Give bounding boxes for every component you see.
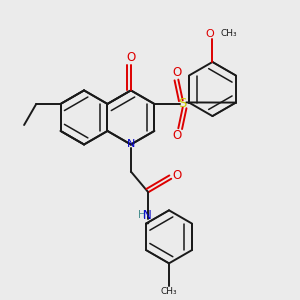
Text: O: O	[126, 51, 136, 64]
Text: H: H	[138, 210, 146, 220]
Text: O: O	[205, 29, 214, 39]
Text: N: N	[143, 208, 152, 221]
Text: O: O	[172, 169, 182, 182]
Text: N: N	[127, 140, 135, 149]
Text: CH₃: CH₃	[161, 287, 177, 296]
Text: O: O	[172, 66, 182, 79]
Text: CH₃: CH₃	[221, 29, 237, 38]
Text: O: O	[172, 128, 182, 142]
Text: S: S	[178, 98, 187, 110]
